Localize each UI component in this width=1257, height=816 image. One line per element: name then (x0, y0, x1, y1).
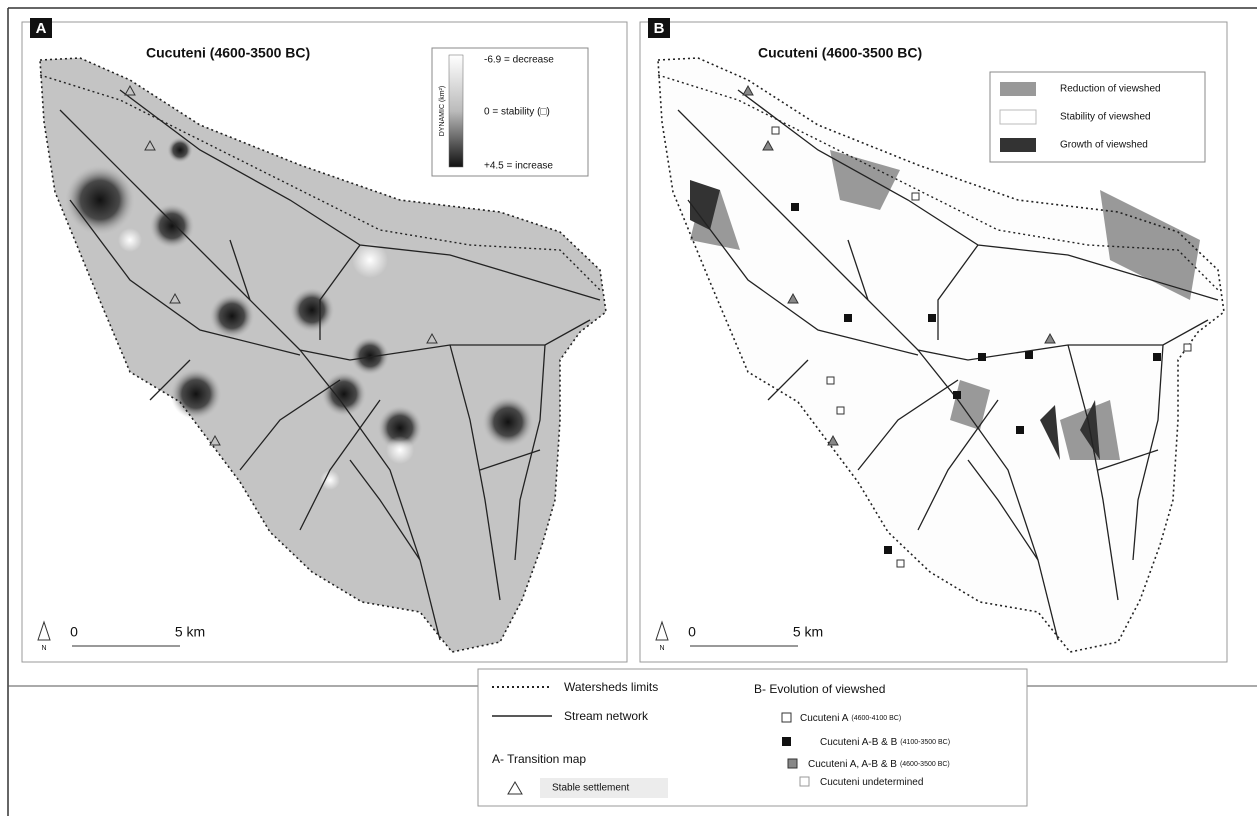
legend-text: -6.9 = decrease (484, 55, 554, 66)
site (837, 407, 844, 414)
symbol (788, 759, 797, 768)
site (912, 193, 919, 200)
dynamic-blob (150, 204, 195, 249)
item-name: Cucuteni A-B & B (820, 737, 898, 748)
item-name: Cucuteni A, A-B & B (808, 759, 897, 770)
site (772, 127, 779, 134)
site (791, 203, 799, 211)
site (884, 546, 892, 554)
site (897, 560, 904, 567)
panel-letter: A (36, 20, 47, 37)
legend-text: 0 = stability (□) (484, 107, 550, 118)
item-name: Cucuteni A (800, 713, 849, 724)
stable-area (386, 436, 414, 464)
scale-label: 0 (70, 624, 78, 640)
site (1153, 353, 1161, 361)
panel-title: Cucuteni (4600-3500 BC) (146, 45, 310, 61)
site (1025, 351, 1033, 359)
legend-text: Watersheds limits (564, 680, 658, 694)
dynamic-blob (170, 368, 221, 419)
legend-swatch (1000, 138, 1036, 152)
color-ramp (449, 55, 463, 167)
site (827, 377, 834, 384)
figure: A Cucuteni (4600-3500 BC) DYNAMIC (km²) … (0, 0, 1257, 816)
item-name: Cucuteni undetermined (820, 777, 923, 788)
legend-heading: B- Evolution of viewshed (754, 682, 885, 696)
item-dates: (4100-3500 BC) (900, 739, 950, 746)
legend-text: Stable settlement (552, 783, 629, 794)
north-label: N (659, 645, 664, 652)
legend-text: Stability of viewshed (1060, 112, 1151, 123)
site (1184, 344, 1191, 351)
dynamic-blob (351, 337, 389, 375)
scale-label: 5 km (175, 624, 205, 640)
symbol (800, 777, 809, 786)
legend-text: +4.5 = increase (484, 161, 553, 172)
legend-text: Stream network (564, 709, 649, 723)
legend-text: Cucuteni undetermined (820, 777, 923, 788)
symbol (782, 713, 791, 722)
dynamic-blob (290, 288, 335, 333)
legend-swatch (1000, 82, 1036, 96)
ramp-label: DYNAMIC (km²) (439, 86, 446, 137)
scale-label: 5 km (793, 624, 823, 640)
site (928, 314, 936, 322)
panel-title: Cucuteni (4600-3500 BC) (758, 45, 922, 61)
stable-area (320, 470, 340, 490)
item-dates: (4600-4100 BC) (851, 715, 901, 722)
legend-heading: A- Transition map (492, 752, 586, 766)
item-dates: (4600-3500 BC) (900, 761, 950, 768)
symbol (782, 737, 791, 746)
dynamic-blob (322, 372, 367, 417)
legend-text: Reduction of viewshed (1060, 84, 1161, 95)
stable-area (118, 228, 142, 252)
legend-text: Growth of viewshed (1060, 140, 1148, 151)
site (978, 353, 986, 361)
scale-label: 0 (688, 624, 696, 640)
site (953, 391, 961, 399)
site (844, 314, 852, 322)
site (1016, 426, 1024, 434)
legend-swatch (1000, 110, 1036, 124)
bottom-legend: Watersheds limits Stream network A- Tran… (478, 669, 1027, 806)
dynamic-blob (482, 396, 533, 447)
north-label: N (41, 645, 46, 652)
dynamic-blob (210, 294, 255, 339)
panel-letter: B (654, 20, 665, 37)
